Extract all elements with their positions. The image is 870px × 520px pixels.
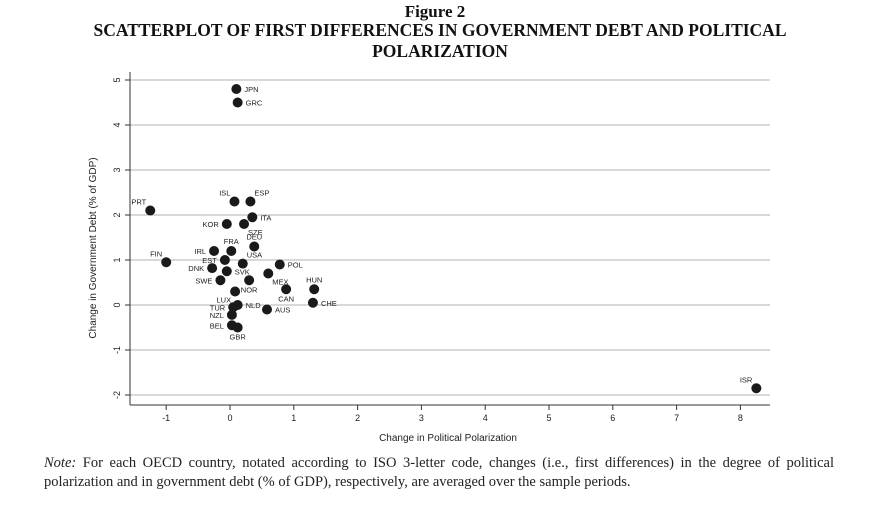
point-label-gbr: GBR [230, 333, 247, 342]
point-kor [221, 219, 232, 229]
point-label-grc: GRC [246, 99, 263, 108]
point-label-aus: AUS [275, 306, 290, 315]
point-aus [262, 304, 273, 315]
point-label-bel: BEL [210, 321, 224, 330]
point-label-isl: ISL [219, 189, 230, 198]
point-label-dnk: DNK [188, 264, 204, 273]
point-sze [239, 219, 250, 229]
point-label-fin: FIN [150, 249, 162, 258]
point-label-lux: LUX [217, 296, 232, 305]
point-label-che: CHE [321, 299, 337, 308]
x-tick-label: 3 [419, 413, 424, 423]
scatter-chart: -2 -1 0 1 2 3 4 5 -1 0 1 2 3 4 5 6 7 8 JPN GRC PRT ISL ESP ITA… [88, 72, 770, 444]
point-prt [145, 205, 156, 216]
grid [130, 79, 770, 396]
point-label-irl: IRL [194, 247, 206, 256]
x-tick-label: 2 [355, 413, 360, 423]
x-tick-label: 7 [674, 413, 679, 423]
point-label-usa: USA [247, 251, 262, 260]
point-lux [230, 286, 241, 297]
figure-title: SCATTERPLOT OF FIRST DIFFERENCES IN GOVE… [93, 20, 787, 61]
point-nld [232, 300, 243, 310]
point-nzl [226, 309, 237, 320]
point-label-pol: POL [288, 261, 303, 270]
x-axis-label: Change in Political Polarization [379, 433, 517, 444]
point-hun [309, 284, 320, 295]
point-label-deu: DEU [246, 233, 262, 242]
x-tick-label: 1 [291, 413, 296, 423]
x-tick-label: -1 [162, 413, 170, 423]
y-tick-label: 0 [112, 302, 122, 307]
point-grc [232, 97, 243, 108]
note-label: Note: [44, 455, 77, 471]
point-fra [226, 246, 237, 256]
point-jpn [231, 84, 242, 94]
note-text: For each OECD country, notated according… [44, 455, 834, 490]
point-nor [244, 275, 255, 286]
point-label-can: CAN [278, 294, 294, 303]
y-tick-label: 1 [112, 257, 122, 262]
x-tick-label: 6 [610, 413, 615, 423]
y-tick-label: 4 [112, 122, 122, 127]
point-ita [247, 212, 258, 223]
point-dnk [207, 263, 218, 274]
point-label-sze: SZE [248, 228, 263, 237]
point-label-hun: HUN [306, 275, 322, 284]
point-label-prt: PRT [131, 198, 146, 207]
figure-label: Figure 2 [404, 2, 466, 21]
point-label-ita: ITA [260, 213, 271, 222]
point-fin [161, 257, 172, 268]
x-tick-label: 0 [227, 413, 232, 423]
point-irl [209, 246, 220, 256]
point-label-tur: TUR [210, 303, 226, 312]
point-label-est: EST [202, 256, 217, 265]
point-label-nld: NLD [246, 301, 262, 310]
point-label-mex: MEX [272, 278, 288, 287]
point-mex [263, 268, 274, 279]
point-gbr [232, 322, 243, 333]
point-label-kor: KOR [203, 220, 220, 229]
point-isr [751, 383, 762, 394]
x-tick-label: 5 [546, 413, 551, 423]
point-svk [221, 266, 232, 277]
axes: -2 -1 0 1 2 3 4 5 -1 0 1 2 3 4 5 6 7 8 [112, 72, 770, 423]
point-label-isr: ISR [740, 375, 753, 384]
point-label-svk: SVK [235, 267, 250, 276]
point-can [281, 284, 292, 295]
point-usa [237, 258, 248, 269]
point-isl [229, 196, 240, 207]
point-label-nor: NOR [241, 285, 258, 294]
point-label-esp: ESP [254, 189, 269, 198]
point-esp [245, 196, 256, 207]
y-tick-label: 2 [112, 212, 122, 217]
x-tick-label: 8 [738, 413, 743, 423]
y-axis-label: Change in Government Debt (% of GDP) [88, 157, 99, 338]
point-label-swe: SWE [195, 276, 212, 285]
x-tick-label: 4 [483, 413, 488, 423]
y-tick-label: -1 [112, 346, 122, 354]
point-deu [249, 241, 260, 252]
point-label-nzl: NZL [210, 311, 224, 320]
point-est [219, 255, 230, 265]
y-tick-label: 5 [112, 77, 122, 82]
y-tick-label: 3 [112, 167, 122, 172]
y-tick-label: -2 [112, 391, 122, 399]
point-pol [274, 259, 285, 270]
point-label-fra: FRA [224, 237, 239, 246]
point-label-jpn: JPN [244, 85, 258, 94]
point-swe [215, 275, 226, 286]
point-che [307, 297, 318, 308]
figure-note: Note: For each OECD country, notated acc… [44, 454, 834, 492]
